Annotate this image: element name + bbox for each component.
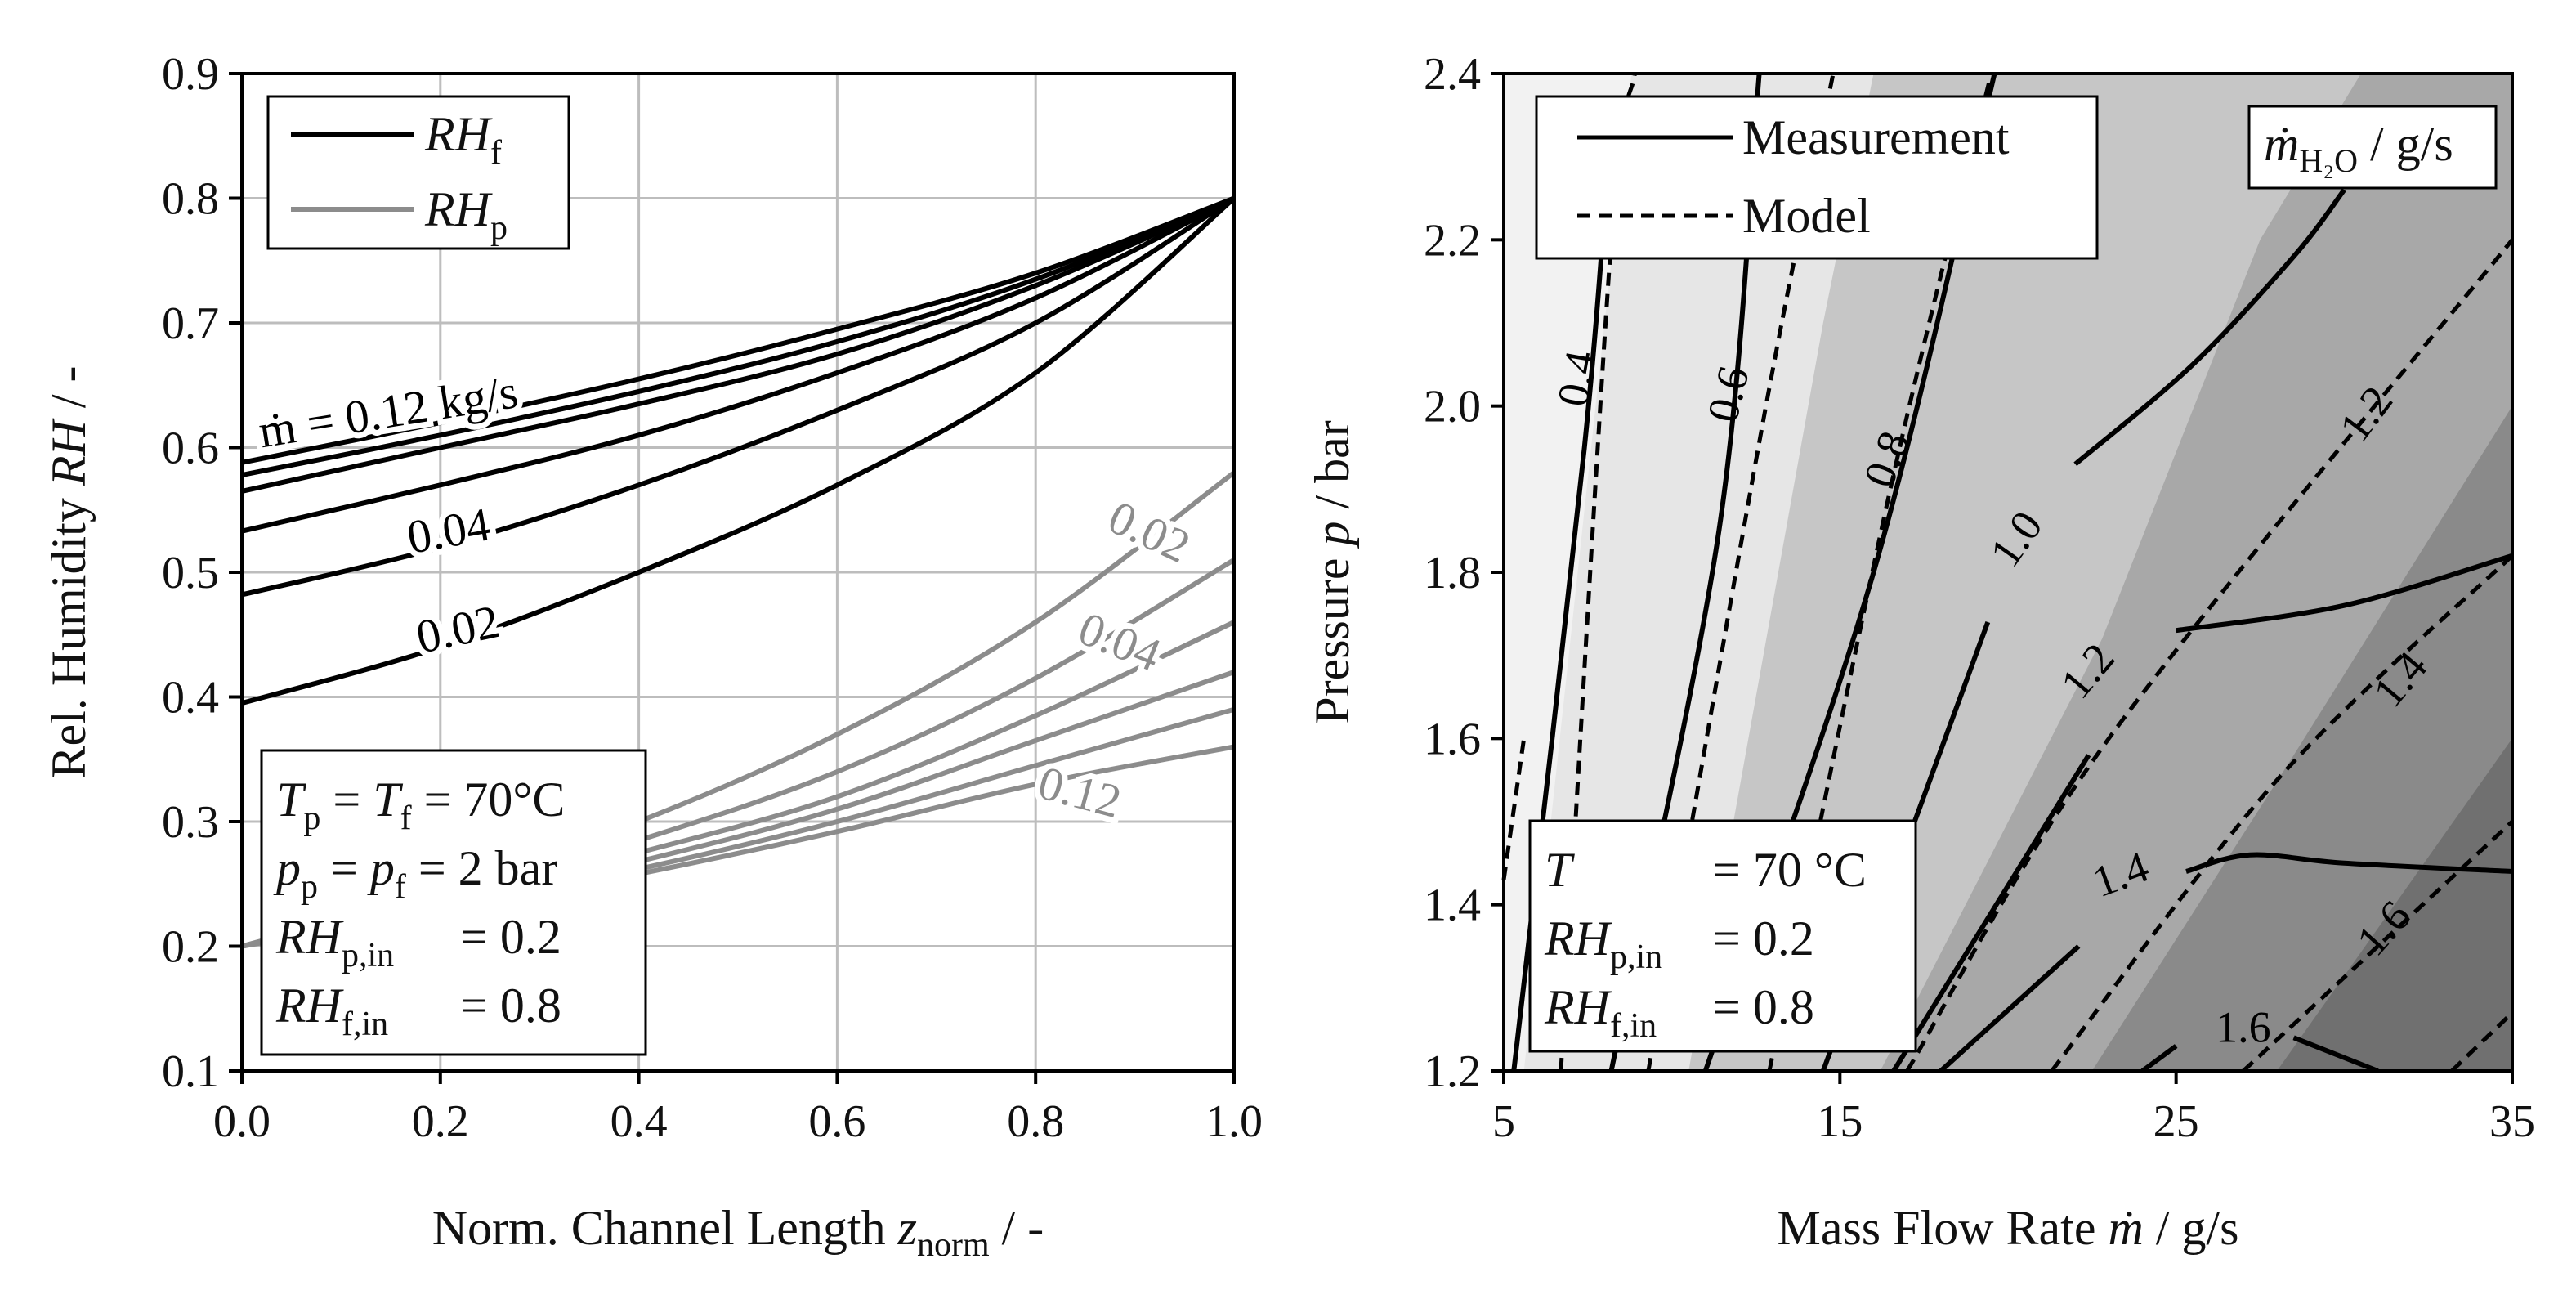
right-xtick-label: 5 — [1492, 1096, 1515, 1147]
left-ytick-label: 0.9 — [162, 49, 219, 100]
right-model-contour — [1501, 737, 1527, 880]
left-xtick-label: 0.8 — [1007, 1096, 1064, 1147]
left-condition-row: RHf,in = 0.8 — [275, 979, 561, 1043]
left-curve-label: 0.02 — [412, 594, 504, 664]
right-measurement-contour — [2292, 1035, 2379, 1073]
right-ytick-label: 2.2 — [1424, 215, 1481, 266]
left-ytick-label: 0.1 — [162, 1046, 219, 1097]
left-legend-box — [266, 95, 570, 250]
right-legend-label: Measurement — [1742, 110, 2010, 164]
left-xtick-label: 0.0 — [213, 1096, 271, 1147]
left-legend-label: RHf — [424, 107, 502, 172]
right-condition-row: T = 70 °C — [1545, 843, 1867, 897]
left-xtick-label: 0.2 — [412, 1096, 469, 1147]
left-ytick-label: 0.5 — [162, 548, 219, 598]
left-condition-row: Tp = Tf = 70°C — [276, 773, 565, 837]
right-measurement-contour — [1891, 754, 2091, 1073]
right-contour-fill — [2277, 738, 2512, 1071]
left-xaxis-label: Norm. Channel Length znorm / - — [432, 1201, 1044, 1264]
left-ytick-label: 0.3 — [162, 797, 219, 848]
right-ytick-label: 1.6 — [1424, 714, 1481, 764]
right-xtick-label: 15 — [1817, 1096, 1863, 1147]
left-condition-row: pp = pf = 2 bar — [273, 841, 557, 906]
right-yaxis-label: Pressure p / bar — [1305, 420, 1359, 724]
left-legend-label: RHp — [424, 182, 508, 247]
right-measurement-contour — [2176, 553, 2513, 634]
right-colorbar-title: ṁH₂O / g/s — [2247, 105, 2498, 190]
right-contour-label: 0.4 — [1548, 347, 1606, 410]
right-xaxis-label: Mass Flow Rate ṁ / g/s — [1777, 1201, 2238, 1255]
left-ytick-label: 0.8 — [162, 174, 219, 225]
right-measurement-contour — [2140, 1044, 2178, 1073]
right-contour-label: 1.6 — [2216, 1002, 2271, 1051]
right-model-contour — [2450, 1010, 2514, 1073]
right-ytick-label: 2.4 — [1424, 49, 1481, 100]
left-series-line — [241, 195, 1236, 494]
left-chart: 0.020.04ṁ = 0.12 kg/s0.020.040.120.0 0.2 0… — [42, 49, 1263, 1264]
left-curve-label: 0.04 — [1071, 602, 1168, 682]
right-conditions-box — [1528, 819, 1917, 1053]
right-ytick-label: 1.4 — [1424, 880, 1481, 931]
left-ytick-label: 0.2 — [162, 922, 219, 973]
right-ytick-label: 2.0 — [1424, 382, 1481, 432]
right-xtick-label: 25 — [2153, 1096, 2199, 1147]
left-series-line — [241, 195, 1236, 478]
left-ytick-label: 0.7 — [162, 298, 219, 349]
left-yaxis-label: Rel. Humidity RH / - — [42, 366, 96, 779]
right-ytick-label: 1.8 — [1424, 548, 1481, 598]
left-xtick-label: 0.4 — [610, 1096, 668, 1147]
left-curve-label: 0.02 — [1101, 490, 1198, 573]
left-curve-label: 0.04 — [403, 497, 494, 564]
right-model-contour — [1905, 238, 2514, 1073]
right-measurement-contour — [2073, 188, 2346, 467]
left-ytick-label: 0.6 — [162, 423, 219, 474]
right-legend-box — [1535, 95, 2099, 260]
right-measurement-contour — [2185, 852, 2513, 874]
right-legend: Measurement Model — [1535, 95, 2099, 260]
right-chart: 0.4 0.60.81.01.21.2 1.41.41.61.65 15 25 351.2… — [1305, 49, 2535, 1255]
right-condition-row: RHp,in = 0.2 — [1544, 912, 1814, 976]
left-xtick-label: 0.6 — [808, 1096, 865, 1147]
left-legend: RHf RHp — [266, 95, 570, 250]
right-condition-row: RHf,in = 0.8 — [1544, 980, 1814, 1045]
left-condition-row: RHp,in = 0.2 — [275, 910, 561, 974]
left-series-line — [241, 195, 1236, 465]
right-ytick-label: 1.2 — [1424, 1046, 1481, 1097]
right-colorbar-title-box — [2247, 105, 2498, 190]
left-xtick-label: 1.0 — [1205, 1096, 1263, 1147]
right-measurement-contour — [1939, 944, 2081, 1073]
left-ytick-label: 0.4 — [162, 673, 219, 723]
left-series-line — [241, 195, 1236, 598]
left-series-line — [241, 195, 1236, 534]
left-series-line — [241, 196, 1236, 706]
right-xtick-label: 35 — [2489, 1096, 2535, 1147]
left-conditions-box — [260, 749, 647, 1056]
right-colorbar-title-text: ṁH₂O / g/s — [2264, 117, 2453, 179]
right-model-contour — [2050, 553, 2514, 1073]
right-model-contour — [2242, 820, 2514, 1073]
right-legend-label: Model — [1742, 189, 1871, 243]
